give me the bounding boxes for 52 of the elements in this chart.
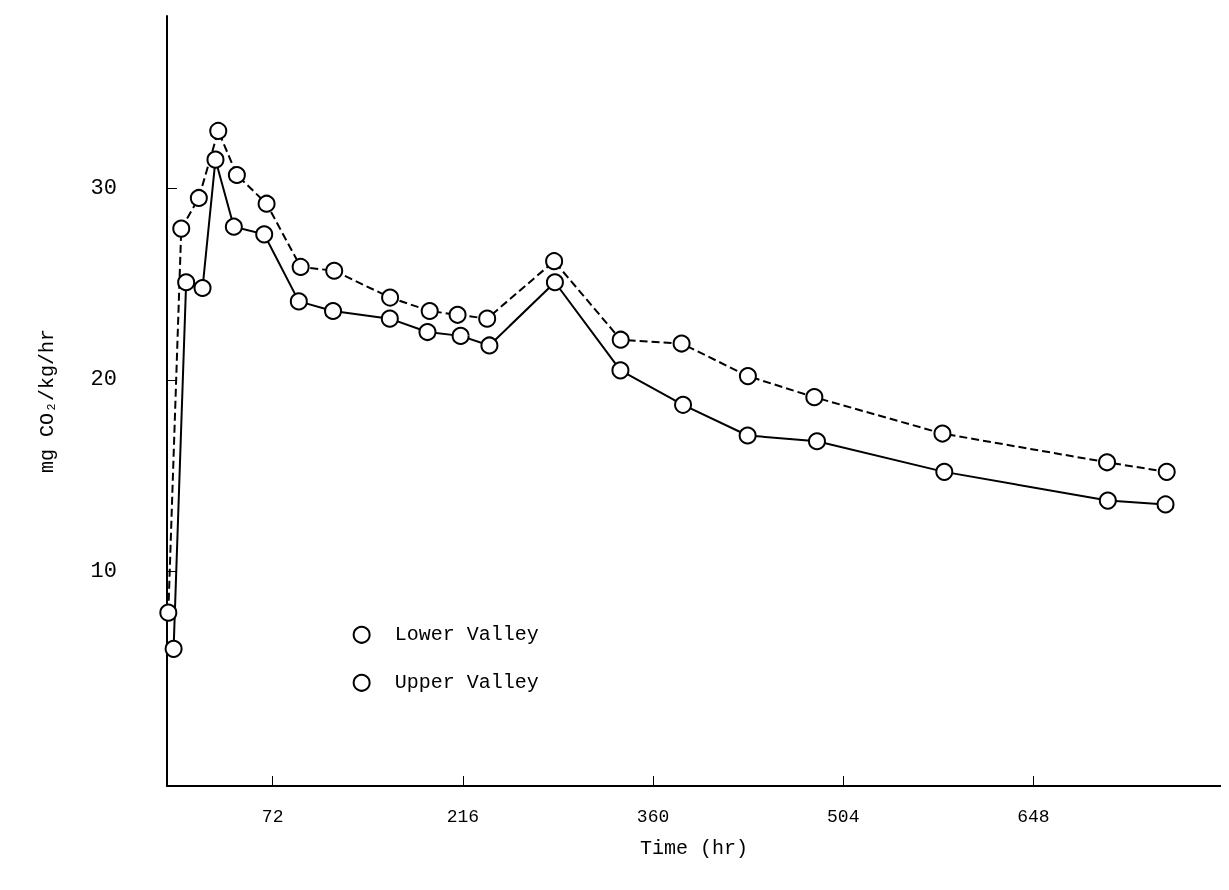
point: [164, 639, 183, 658]
point: [257, 194, 276, 213]
point: [381, 288, 400, 307]
x-axis-title: Time (hr): [639, 836, 749, 860]
y-tick-label: 30: [90, 175, 117, 201]
x-tick-label: 72: [261, 807, 284, 827]
point: [1098, 491, 1117, 510]
point: [324, 301, 343, 320]
point: [189, 188, 208, 207]
legend-label: Upper Valley: [394, 671, 539, 695]
x-tick-label: 504: [827, 807, 860, 827]
x-tick-label: 360: [636, 807, 670, 827]
y-tick-label: 20: [90, 367, 117, 393]
point: [325, 261, 344, 280]
point: [209, 121, 228, 140]
legend-label: Lower Valley: [394, 623, 539, 647]
point: [478, 309, 497, 328]
point: [380, 309, 399, 328]
point: [448, 305, 467, 324]
point: [1098, 453, 1117, 472]
point: [159, 603, 178, 622]
point: [805, 388, 824, 407]
point: [933, 424, 952, 443]
point: [674, 395, 693, 414]
point: [1157, 462, 1176, 481]
point: [291, 257, 310, 276]
point: [255, 225, 274, 244]
point: [420, 301, 439, 320]
point: [172, 219, 191, 238]
point: [672, 334, 691, 353]
point: [935, 462, 954, 481]
point: [193, 278, 212, 297]
point: [545, 273, 564, 292]
point: [177, 273, 196, 292]
point: [227, 165, 246, 184]
y-axis-title: mg CO₂/kg/hr: [35, 328, 59, 474]
point: [289, 292, 308, 311]
point: [807, 432, 826, 451]
x-tick-label: 216: [446, 807, 480, 827]
point: [451, 326, 470, 345]
point: [418, 323, 437, 342]
point: [738, 367, 757, 386]
point: [224, 217, 243, 236]
y-tick-label: 10: [90, 558, 117, 584]
point: [480, 336, 499, 355]
point: [738, 426, 757, 445]
x-tick-label: 648: [1017, 807, 1050, 827]
point: [611, 330, 630, 349]
point: [1156, 495, 1175, 514]
point: [545, 252, 564, 271]
point: [611, 361, 630, 380]
point: [206, 150, 225, 169]
